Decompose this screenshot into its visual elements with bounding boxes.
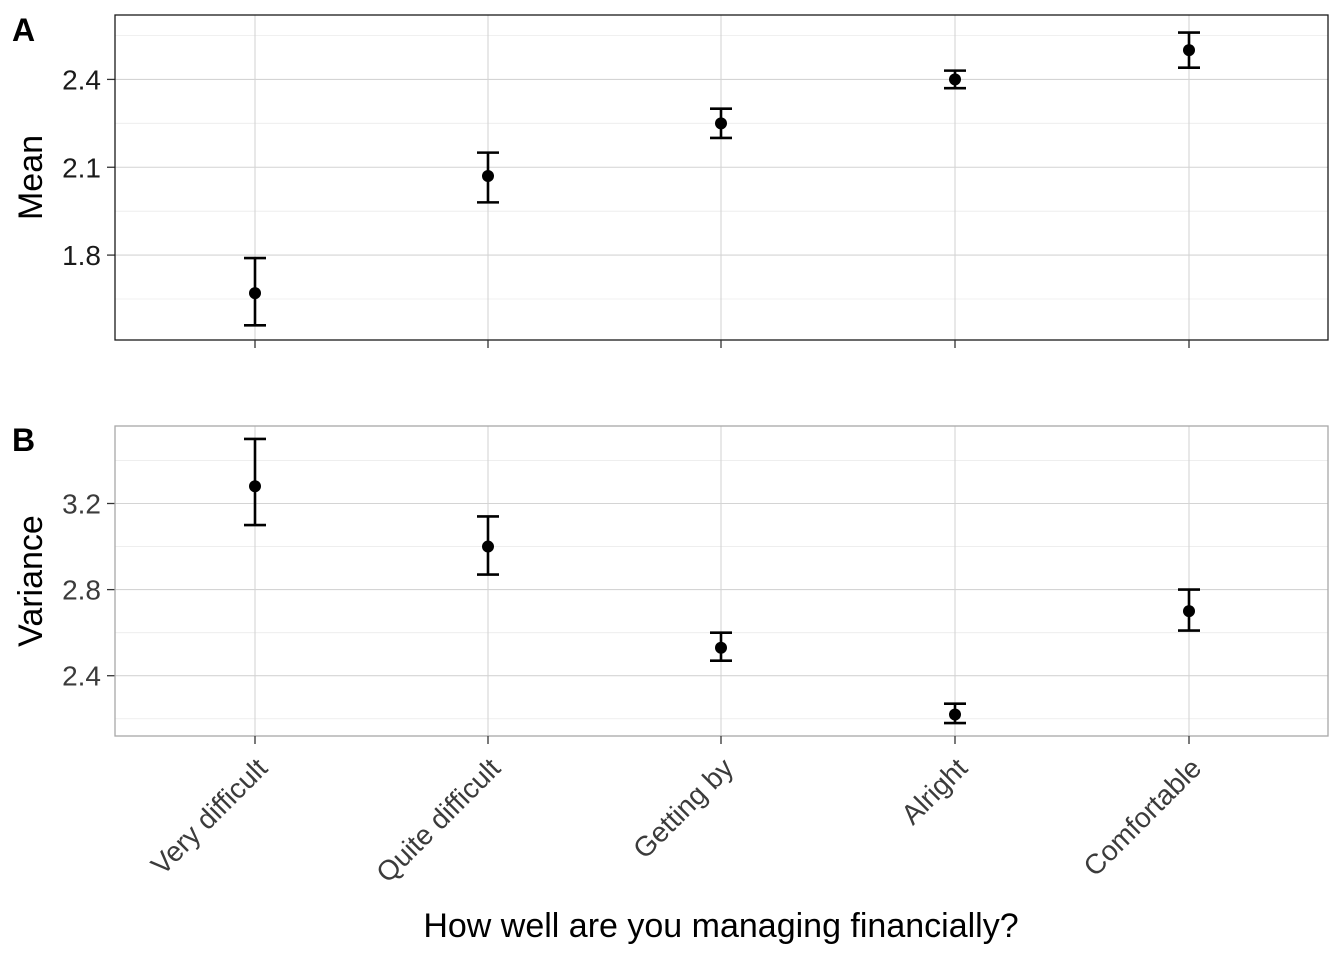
y-tick-label: 2.8 (62, 575, 101, 606)
point-quite-difficult (482, 170, 494, 183)
x-tick-label: Very difficult (145, 752, 273, 880)
point-alright (949, 73, 961, 86)
x-tick-label: Quite difficult (370, 752, 506, 888)
panel-b: 2.4 2.8 3.2 Variance B Very difficult Quite di… (12, 422, 1329, 888)
point-comfortable (1183, 605, 1195, 618)
x-tick-label: Getting by (627, 752, 739, 864)
panel-tag: B (12, 422, 35, 458)
x-tick-label: Alright (895, 752, 973, 830)
x-axis-title: How well are you managing financially? (423, 907, 1018, 945)
y-axis-title: Mean (12, 135, 50, 220)
y-tick-label: 3.2 (62, 489, 101, 520)
point-quite-difficult (482, 540, 494, 553)
panel-tag: A (12, 12, 35, 48)
y-tick-label: 2.4 (62, 661, 101, 692)
y-tick-label: 2.4 (62, 64, 101, 95)
point-alright (949, 708, 961, 721)
y-axis-title: Variance (12, 515, 50, 647)
y-tick-label: 1.8 (62, 240, 101, 271)
y-tick-label: 2.1 (62, 152, 101, 183)
x-tick-label: Comfortable (1077, 752, 1207, 882)
point-getting-by (715, 641, 727, 654)
panel-a: 1.8 2.1 2.4 Mean A (12, 12, 1329, 348)
point-very-difficult (249, 480, 261, 493)
point-very-difficult (249, 287, 261, 300)
point-comfortable (1183, 44, 1195, 57)
point-getting-by (715, 117, 727, 130)
